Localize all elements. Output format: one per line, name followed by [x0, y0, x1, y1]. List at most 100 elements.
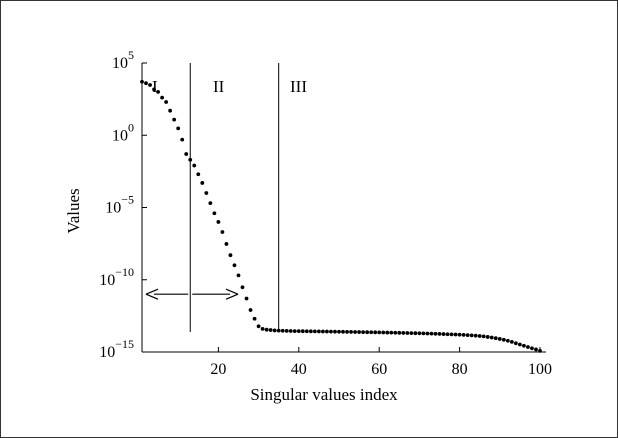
data-point: [188, 157, 193, 162]
data-point: [176, 126, 181, 131]
data-point: [224, 242, 229, 246]
data-point: [268, 328, 273, 332]
region-label-III: III: [290, 77, 307, 96]
data-point: [196, 172, 201, 177]
data-point: [493, 336, 498, 341]
data-point: [425, 331, 430, 336]
data-point: [501, 337, 506, 342]
data-point: [369, 330, 374, 335]
data-point: [517, 342, 522, 347]
data-point: [148, 83, 152, 87]
data-point: [449, 332, 454, 337]
data-point: [300, 329, 305, 334]
data-point: [405, 331, 410, 335]
data-point: [397, 330, 402, 335]
data-point: [429, 331, 434, 336]
x-tick-label: 100: [528, 361, 552, 378]
data-point: [469, 333, 474, 338]
data-point: [292, 329, 297, 333]
data-point: [453, 332, 458, 337]
data-point: [345, 329, 349, 334]
data-point: [172, 117, 177, 122]
data-point: [373, 330, 378, 335]
data-point: [534, 347, 538, 352]
data-point: [445, 332, 450, 337]
x-tick-label: 80: [452, 361, 468, 378]
data-point: [457, 332, 462, 337]
data-point: [200, 181, 205, 185]
data-point: [312, 329, 317, 334]
data-point: [441, 332, 446, 336]
y-axis-title: Values: [64, 188, 83, 233]
data-point: [409, 331, 414, 336]
y-axis-ticks: 105 100 10−5 10−10 10−15: [99, 48, 147, 361]
data-point: [160, 95, 165, 100]
data-point: [276, 328, 281, 333]
data-point: [522, 343, 526, 348]
data-point: [505, 338, 510, 343]
data-point: [341, 329, 345, 334]
data-point: [220, 230, 225, 234]
x-axis-title: Singular values index: [250, 385, 398, 404]
data-point: [240, 285, 245, 290]
x-tick-label: 40: [291, 361, 307, 378]
data-point: [164, 100, 169, 104]
data-point: [349, 330, 353, 334]
region-label-I: I: [152, 77, 158, 96]
data-point: [485, 335, 490, 339]
data-point: [353, 330, 357, 334]
data-point: [260, 326, 265, 331]
data-point: [321, 329, 325, 334]
data-point: [156, 90, 160, 94]
data-point: [329, 329, 333, 334]
y-tick-label: 100: [112, 120, 134, 144]
data-point: [385, 330, 390, 335]
region-boundaries: [189, 63, 280, 332]
data-points: [140, 79, 542, 353]
data-point: [393, 330, 398, 335]
data-point: [361, 330, 366, 335]
data-point: [308, 329, 313, 334]
data-point: [216, 220, 221, 224]
data-point: [204, 191, 209, 195]
data-point: [417, 331, 422, 336]
data-point: [325, 329, 329, 334]
data-point: [526, 345, 530, 349]
data-point: [377, 330, 382, 335]
data-point: [228, 253, 233, 258]
data-point: [497, 337, 502, 341]
data-point: [184, 152, 189, 156]
data-point: [192, 163, 197, 168]
data-point: [272, 328, 277, 333]
y-tick-label: 10−10: [99, 265, 134, 289]
data-point: [212, 211, 217, 216]
arrow-annotation: [145, 288, 239, 300]
data-point: [252, 316, 257, 321]
data-point: [168, 108, 173, 113]
x-tick-label: 60: [371, 361, 387, 378]
data-point: [530, 346, 534, 351]
y-tick-label: 10−5: [105, 193, 134, 217]
data-point: [461, 332, 466, 337]
data-point: [333, 329, 337, 334]
arrow-left-head: [145, 288, 159, 300]
y-tick-label: 105: [112, 48, 134, 72]
data-point: [389, 330, 394, 335]
data-point: [357, 330, 361, 334]
data-point: [489, 335, 494, 340]
x-tick-label: 20: [210, 361, 226, 378]
data-point: [316, 329, 321, 334]
data-point: [208, 201, 213, 206]
data-point: [152, 87, 156, 92]
data-point: [381, 330, 386, 335]
data-point: [421, 331, 426, 336]
data-point: [236, 273, 241, 278]
data-point: [288, 329, 293, 333]
data-point: [144, 81, 148, 86]
data-point: [509, 339, 514, 344]
data-point: [304, 329, 309, 334]
data-point: [473, 333, 478, 338]
data-point: [513, 341, 518, 346]
